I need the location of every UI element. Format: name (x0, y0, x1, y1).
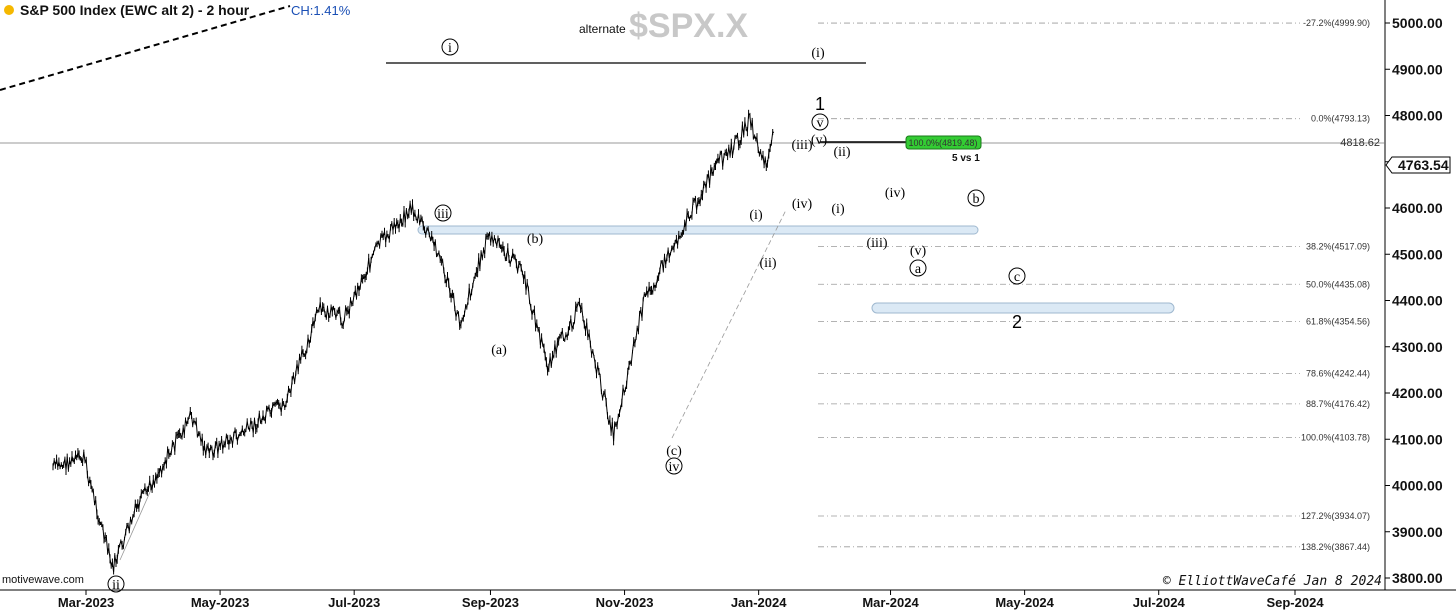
last-price-tag (1385, 156, 1451, 174)
price-series (52, 109, 775, 575)
x-tick-label: Sep-2024 (1266, 595, 1324, 610)
support-zone-upper (417, 225, 979, 235)
wave-label-c: (c) (666, 444, 682, 459)
wave-label-i-current: (i) (831, 202, 845, 217)
wave-label-ii-sub: (ii) (833, 145, 850, 160)
wave-label-i-top: (i) (811, 46, 825, 61)
y-tick-label: 4300.00 (1392, 339, 1443, 355)
fib-label: 50.0%(4435.08) (1306, 279, 1370, 289)
y-tick-label: 5000.00 (1392, 15, 1443, 31)
wave-label-v-proj: (v) (910, 244, 927, 259)
trend-line-dashed (0, 5, 291, 91)
symbol-watermark: $SPX.X (629, 7, 748, 45)
wave-label-c-circled: c (1014, 270, 1020, 285)
y-tick-label: 4900.00 (1392, 61, 1443, 77)
fib-label: 61.8%(4354.56) (1306, 317, 1370, 327)
wave-label-a: (a) (491, 343, 507, 358)
wave-label-v: (v) (811, 133, 828, 148)
wave-circle (909, 259, 927, 277)
y-tick-label: 4200.00 (1392, 385, 1443, 401)
wave-label-b-circled: b (973, 192, 980, 207)
target-box-label: 100.0%(4819.48) (908, 138, 977, 148)
status-dot-icon (4, 5, 14, 15)
last-price-value: 4763.54 (1398, 157, 1449, 173)
wave-label-1: 1 (815, 94, 825, 114)
fib-label: 78.6%(4242.44) (1306, 368, 1370, 378)
wave-label-2: 2 (1012, 312, 1022, 332)
y-tick-label: 4500.00 (1392, 246, 1443, 262)
wave-label-ii: (ii) (759, 256, 776, 271)
x-tick-label: Jul-2024 (1133, 595, 1186, 610)
y-tick-label: 4100.00 (1392, 431, 1443, 447)
wave-label-iii: (iii) (792, 138, 813, 153)
change-percent: CH:1.41% (291, 3, 351, 18)
wave-label-iv: (iv) (792, 197, 813, 212)
y-axis: 5100.005000.004900.004800.004700.004600.… (1385, 15, 1443, 586)
wave-label-iii-circled: iii (437, 207, 449, 222)
target-note: 5 vs 1 (952, 153, 980, 164)
y-tick-label: 3900.00 (1392, 524, 1443, 540)
wave-label-v-circled: v (817, 116, 824, 131)
x-tick-label: Jan-2024 (731, 595, 787, 610)
wave-circle (434, 204, 452, 222)
x-tick-label: Sep-2023 (462, 595, 519, 610)
fib-label: 88.7%(4176.42) (1306, 399, 1370, 409)
fib-label: 38.2%(4517.09) (1306, 241, 1370, 251)
wave-circle (107, 575, 125, 593)
wave-circle (967, 189, 985, 207)
wave-circle (811, 113, 829, 131)
high-level-label: 4818.62 (1340, 137, 1380, 149)
wave-label-i-circled-top: i (448, 41, 452, 56)
chart-title: S&P 500 Index (EWC alt 2) - 2 hour (20, 2, 250, 18)
wave-label-a-circled: a (915, 262, 922, 277)
fib-label: 100.0%(4103.78) (1301, 433, 1370, 443)
wave-label-iv-proj: (iv) (885, 186, 906, 201)
fib-label: 0.0%(4793.13) (1311, 114, 1370, 124)
fib-label: -27.2%(4999.90) (1303, 18, 1370, 28)
price-line (52, 113, 775, 573)
wave-circle (665, 457, 683, 475)
x-tick-label: May-2024 (995, 595, 1054, 610)
y-tick-label: 4800.00 (1392, 108, 1443, 124)
wave-labels-circled: i iii iv ii v a b c (107, 38, 1026, 593)
y-tick-label: 3800.00 (1392, 570, 1443, 586)
wave-label-ii-circled: ii (112, 578, 120, 593)
wave-labels-paren: (a) (b) (c) (i) (ii) (iii) (iv) (v) (i) … (491, 46, 926, 459)
target-box (905, 135, 982, 150)
channel-line-2 (671, 209, 787, 439)
y-tick-label: 4000.00 (1392, 478, 1443, 494)
wave-circle (441, 38, 459, 56)
wave-label-iii-proj: (iii) (867, 236, 888, 251)
support-zone-lower (871, 302, 1175, 314)
y-tick-label: 4600.00 (1392, 200, 1443, 216)
credit-label: © ElliottWaveCafé Jan 8 2024 (1163, 574, 1382, 589)
wave-circle (1008, 267, 1026, 285)
source-label: motivewave.com (2, 574, 84, 586)
scenario-label: alternate (579, 22, 626, 36)
fib-levels: -38.2%(5086.04)-27.2%(4999.90)0.0%(4793.… (818, 18, 1370, 552)
x-axis: Mar-2023 May-2023 Jul-2023 Sep-2023 Nov-2023… (58, 590, 1324, 610)
x-tick-label: Mar-2024 (862, 595, 919, 610)
x-tick-label: Mar-2023 (58, 595, 114, 610)
wave-label-i-sub: (i) (749, 208, 763, 223)
x-tick-label: Jul-2023 (328, 595, 380, 610)
wave-label-b: (b) (527, 232, 544, 247)
wave-label-iv-circled: iv (669, 460, 680, 475)
x-tick-label: Nov-2023 (596, 595, 654, 610)
fib-label: 127.2%(3934.07) (1301, 511, 1370, 521)
y-tick-label: 4400.00 (1392, 293, 1443, 309)
fib-label: 138.2%(3867.44) (1301, 542, 1370, 552)
x-tick-label: May-2023 (191, 595, 250, 610)
